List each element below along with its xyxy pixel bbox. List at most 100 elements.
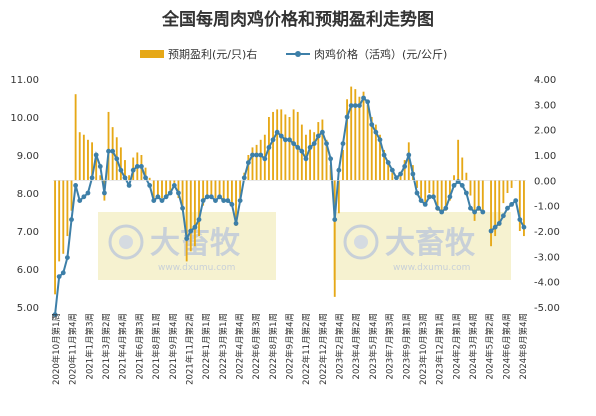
- x-axis-tick-label: 2021年9月第4周: [168, 313, 179, 379]
- profit-bar: [272, 111, 274, 181]
- price-point: [505, 205, 510, 211]
- price-point: [389, 167, 395, 173]
- price-point: [85, 190, 91, 196]
- profit-bar: [453, 175, 455, 181]
- price-point: [332, 217, 338, 223]
- price-point: [439, 209, 445, 215]
- profit-bar: [255, 144, 258, 181]
- price-point: [463, 190, 469, 196]
- price-point: [303, 156, 309, 162]
- price-point: [89, 175, 95, 181]
- profit-bar: [444, 180, 447, 211]
- profit-bar: [214, 180, 217, 199]
- x-axis-tick-label: 2022年9月第4周: [285, 313, 296, 379]
- profit-bar: [346, 99, 349, 181]
- x-axis-tick-label: 2023年5月第4周: [368, 313, 379, 379]
- price-point: [426, 194, 432, 200]
- price-point: [155, 194, 161, 200]
- price-point: [480, 209, 486, 215]
- x-axis-tick-label: 2022年1月第1周: [201, 313, 212, 379]
- right-axis-tick-label: -1.00: [534, 202, 560, 213]
- x-axis-tick-label: 2023年7月第3周: [385, 313, 396, 379]
- price-point: [282, 137, 288, 143]
- left-axis-tick-label: 11.00: [10, 75, 39, 86]
- price-point: [295, 145, 301, 150]
- profit-bar: [218, 180, 221, 199]
- profit-bar: [309, 129, 311, 181]
- price-point: [97, 164, 103, 169]
- profit-bar: [226, 180, 229, 201]
- profit-bar: [152, 180, 155, 201]
- price-point: [192, 224, 198, 230]
- price-point: [500, 213, 506, 219]
- x-axis-tick-label: 2021年11月第2周: [184, 313, 195, 385]
- price-point: [315, 133, 321, 139]
- profit-bar: [161, 180, 163, 199]
- price-point: [200, 198, 206, 204]
- price-point: [258, 152, 264, 158]
- profit-bar: [383, 149, 386, 181]
- profit-bar: [333, 180, 336, 297]
- profit-bar: [473, 180, 476, 221]
- profit-bar: [230, 180, 233, 206]
- left-axis-tick-label: 9.00: [17, 151, 39, 162]
- x-axis-tick-label: 2022年3月第1周: [218, 313, 229, 379]
- price-point: [435, 205, 440, 211]
- profit-bar: [399, 172, 402, 181]
- watermark-logo-dot-icon: [119, 235, 133, 249]
- price-point: [274, 129, 280, 135]
- legend-swatch-profit: [140, 50, 164, 58]
- left-axis-tick-label: 10.00: [10, 113, 39, 124]
- profit-bar: [148, 177, 151, 181]
- price-point: [221, 198, 227, 204]
- profit-bar: [523, 180, 525, 237]
- x-axis-tick-label: 2023年2月第4周: [335, 313, 346, 379]
- price-point: [118, 167, 124, 173]
- price-point: [398, 171, 403, 177]
- profit-bar: [78, 132, 81, 181]
- price-point: [102, 190, 107, 196]
- profit-bar: [169, 180, 172, 191]
- profit-bar: [156, 180, 159, 196]
- price-point: [492, 224, 498, 230]
- price-point: [143, 175, 148, 181]
- price-point: [139, 164, 144, 169]
- profit-bar: [374, 124, 377, 181]
- price-point: [488, 228, 494, 234]
- profit-bar: [62, 180, 65, 254]
- price-point: [340, 141, 346, 147]
- price-point: [64, 255, 70, 260]
- profit-bar: [251, 147, 254, 181]
- price-point: [394, 175, 399, 181]
- profit-bar: [416, 180, 418, 188]
- profit-bar: [317, 122, 320, 181]
- price-point: [225, 198, 231, 204]
- x-axis-tick-label: 2023年10月第3周: [418, 313, 429, 385]
- profit-bar: [358, 96, 361, 181]
- price-point: [369, 122, 375, 127]
- right-axis-tick-label: 3.00: [534, 100, 556, 111]
- profit-bar: [391, 172, 394, 181]
- right-axis-tick-label: 0.00: [534, 176, 556, 187]
- x-axis-tick-label: 2024年8月第4周: [518, 313, 529, 379]
- price-point: [254, 152, 259, 158]
- watermark-site: www.dxumu.com: [393, 263, 470, 273]
- profit-bar: [469, 180, 472, 196]
- watermark-logo-icon: [108, 224, 144, 260]
- price-point: [361, 95, 366, 101]
- profit-bar: [436, 180, 439, 211]
- price-point: [270, 137, 276, 143]
- profit-bar: [202, 180, 205, 206]
- profit-bar: [95, 157, 98, 181]
- profit-bar: [66, 180, 69, 237]
- left-axis-tick-label: 5.00: [17, 303, 39, 314]
- price-point: [344, 114, 350, 120]
- profit-bar: [288, 117, 291, 181]
- price-point: [250, 152, 255, 158]
- price-point: [509, 202, 515, 207]
- profit-bar: [342, 149, 344, 181]
- profit-bar: [313, 132, 316, 181]
- profit-bar: [198, 180, 200, 237]
